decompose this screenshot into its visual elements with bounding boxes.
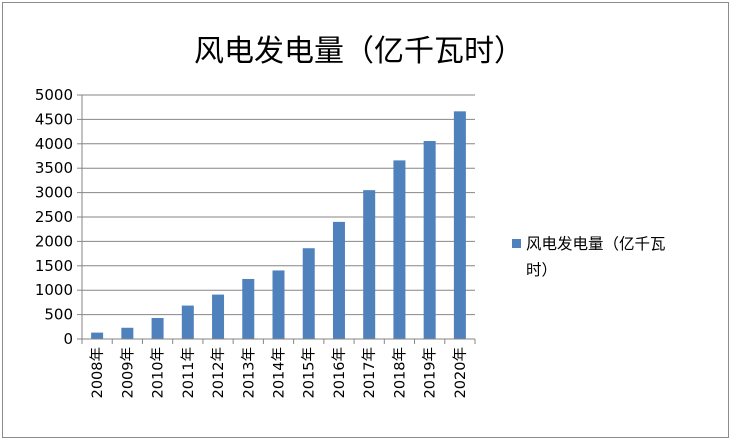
x-tick-label: 2013年 bbox=[240, 347, 257, 398]
bar bbox=[423, 141, 436, 339]
bar bbox=[302, 248, 315, 339]
y-tick-label: 1000 bbox=[35, 281, 73, 299]
legend-label-line2: 时） bbox=[526, 261, 557, 279]
bar bbox=[212, 294, 225, 339]
y-axis-ticks: 0 500 1000 1500 2000 2500 3000 3500 4000 4500 5000 bbox=[35, 86, 82, 348]
bar bbox=[91, 332, 104, 339]
x-tick-label: 2019年 bbox=[422, 347, 439, 398]
y-tick-label: 2000 bbox=[35, 232, 73, 250]
x-tick-label: 2018年 bbox=[391, 347, 408, 398]
legend-label-line1: 风电发电量（亿千瓦 bbox=[526, 235, 666, 253]
y-tick-label: 4000 bbox=[35, 135, 73, 153]
y-tick-label: 3500 bbox=[35, 159, 73, 177]
bar bbox=[242, 278, 255, 339]
bar bbox=[272, 270, 285, 339]
bar bbox=[121, 327, 134, 339]
y-tick-label: 2500 bbox=[35, 208, 73, 226]
bar bbox=[181, 305, 194, 339]
bar bbox=[453, 111, 466, 340]
bar bbox=[393, 160, 406, 339]
legend-swatch bbox=[512, 239, 521, 248]
chart-frame: 风电发电量（亿千瓦时） 0 500 1000 1500 2000 2500 3000 3500… bbox=[2, 2, 729, 438]
y-tick-label: 500 bbox=[44, 306, 73, 324]
x-tick-label: 2008年 bbox=[89, 347, 106, 398]
gridlines bbox=[82, 94, 475, 316]
x-tick-label: 2016年 bbox=[331, 347, 348, 398]
y-tick-label: 5000 bbox=[35, 86, 73, 104]
bar bbox=[151, 318, 164, 339]
x-tick-label: 2009年 bbox=[119, 347, 136, 398]
x-tick-label: 2015年 bbox=[301, 347, 318, 398]
x-tick-label: 2017年 bbox=[361, 347, 378, 398]
axes bbox=[81, 95, 475, 340]
y-tick-label: 0 bbox=[63, 330, 73, 348]
legend: 风电发电量（亿千瓦 时） bbox=[512, 235, 666, 279]
bars bbox=[91, 111, 466, 340]
chart-title: 风电发电量（亿千瓦时） bbox=[194, 34, 524, 69]
bar bbox=[332, 221, 345, 339]
x-tick-label: 2012年 bbox=[210, 347, 227, 398]
x-tick-label: 2014年 bbox=[271, 347, 288, 398]
y-tick-label: 1500 bbox=[35, 257, 73, 275]
chart-svg: 风电发电量（亿千瓦时） 0 500 1000 1500 2000 2500 3000 3500… bbox=[35, 34, 666, 398]
x-tick-label: 2010年 bbox=[150, 347, 167, 398]
x-tick-label: 2011年 bbox=[180, 347, 197, 398]
y-tick-label: 3000 bbox=[35, 184, 73, 202]
x-tick-label: 2020年 bbox=[452, 347, 469, 398]
y-tick-label: 4500 bbox=[35, 110, 73, 128]
x-axis-ticks: 2008年 2009年 2010年 2011年 2012年 2013年 2014年 2015年… bbox=[81, 339, 476, 398]
bar bbox=[363, 190, 376, 339]
